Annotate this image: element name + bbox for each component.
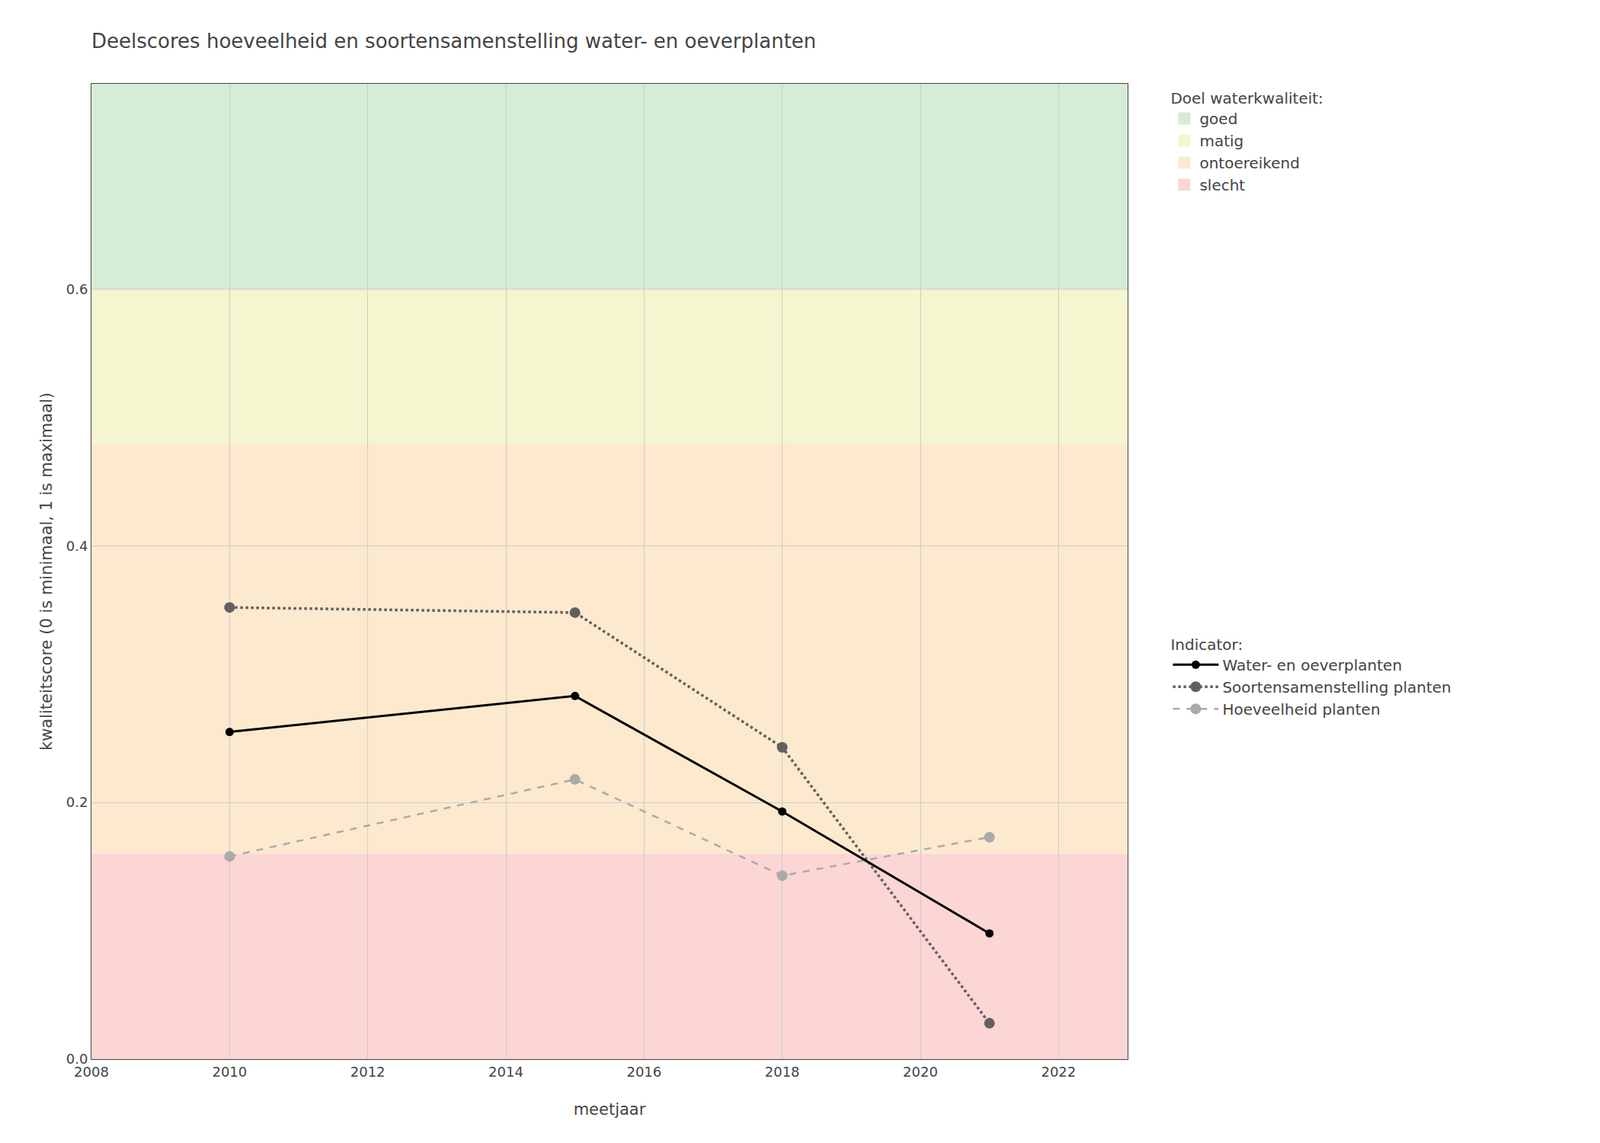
svg-text:0.4: 0.4 [66, 537, 89, 554]
svg-text:2018: 2018 [764, 1063, 800, 1080]
svg-text:slecht: slecht [1199, 176, 1245, 195]
svg-text:0.6: 0.6 [66, 281, 89, 298]
svg-text:goed: goed [1199, 109, 1238, 128]
svg-text:2020: 2020 [902, 1063, 938, 1080]
svg-text:0.2: 0.2 [66, 793, 89, 810]
svg-text:Doel waterkwaliteit:: Doel waterkwaliteit: [1170, 89, 1323, 108]
svg-text:2022: 2022 [1040, 1063, 1076, 1080]
svg-text:matig: matig [1199, 131, 1244, 151]
svg-text:Hoeveelheid planten: Hoeveelheid planten [1222, 700, 1380, 719]
svg-text:ontoereikend: ontoereikend [1199, 153, 1300, 173]
svg-text:Water- en oeverplanten: Water- en oeverplanten [1222, 656, 1402, 675]
svg-text:meetjaar: meetjaar [573, 1100, 647, 1119]
svg-text:0.0: 0.0 [66, 1050, 89, 1067]
svg-text:2010: 2010 [211, 1063, 247, 1080]
svg-text:2008: 2008 [73, 1063, 109, 1080]
svg-text:Soortensamenstelling planten: Soortensamenstelling planten [1222, 678, 1451, 697]
svg-text:Deelscores hoeveelheid en soor: Deelscores hoeveelheid en soortensamenst… [91, 29, 816, 53]
svg-text:2014: 2014 [488, 1063, 524, 1080]
svg-text:2012: 2012 [350, 1063, 386, 1080]
svg-text:kwaliteitscore (0 is minimaal,: kwaliteitscore (0 is minimaal, 1 is maxi… [37, 392, 56, 751]
svg-text:2016: 2016 [626, 1063, 662, 1080]
svg-text:Indicator:: Indicator: [1170, 635, 1243, 654]
